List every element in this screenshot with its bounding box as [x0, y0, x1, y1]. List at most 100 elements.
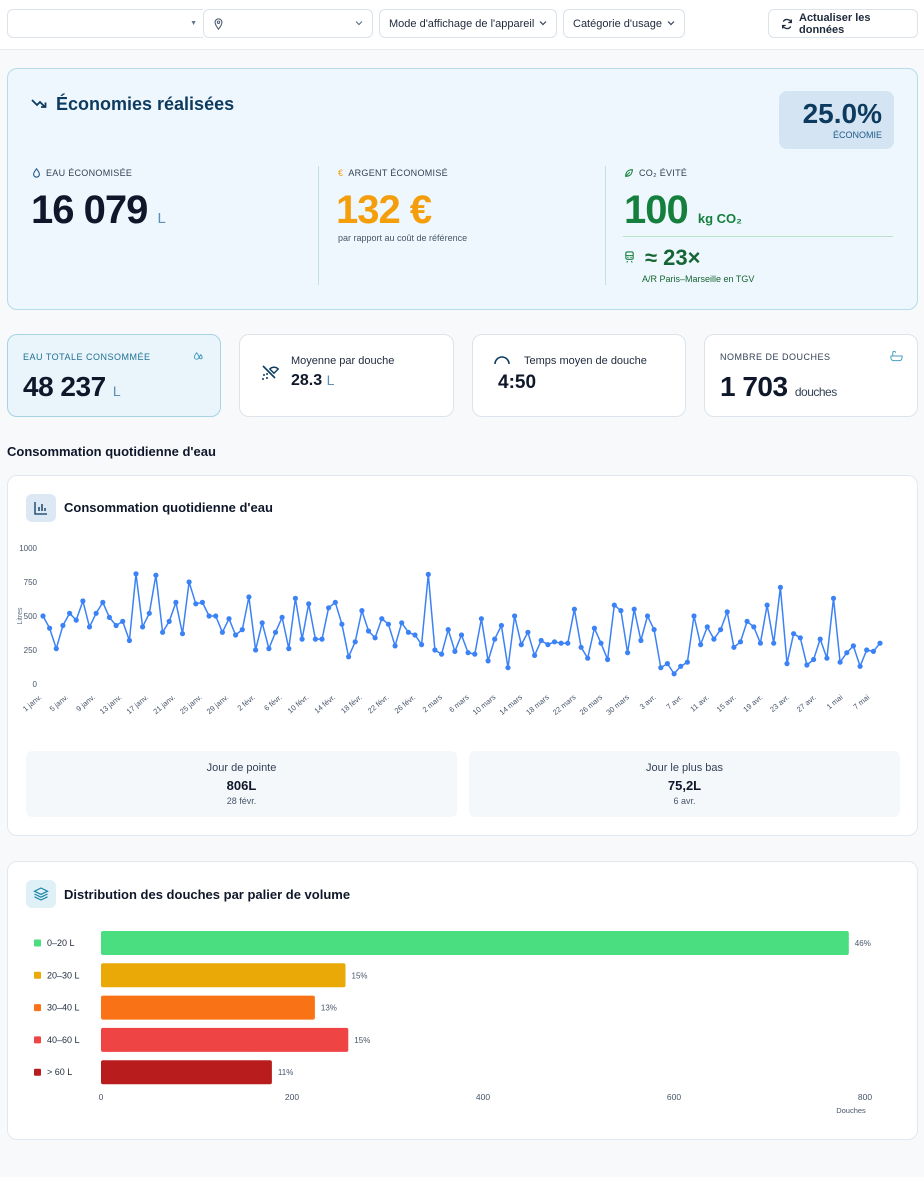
data-point[interactable] — [618, 608, 624, 614]
data-point[interactable] — [525, 629, 531, 635]
data-point[interactable] — [844, 650, 850, 656]
data-point[interactable] — [253, 647, 259, 653]
data-point[interactable] — [299, 636, 305, 642]
data-point[interactable] — [578, 644, 584, 650]
data-point[interactable] — [233, 632, 239, 638]
data-point[interactable] — [644, 613, 651, 619]
data-point[interactable] — [611, 602, 617, 608]
data-point[interactable] — [206, 613, 212, 619]
data-point[interactable] — [625, 650, 631, 656]
data-point[interactable] — [439, 651, 445, 657]
data-point[interactable] — [511, 613, 518, 619]
bar[interactable] — [101, 931, 849, 955]
data-point[interactable] — [312, 636, 318, 642]
data-point[interactable] — [306, 601, 312, 607]
data-point[interactable] — [93, 610, 99, 616]
data-point[interactable] — [724, 609, 730, 615]
data-point[interactable] — [591, 625, 598, 631]
data-point[interactable] — [538, 637, 544, 644]
data-point[interactable] — [266, 646, 272, 652]
data-point[interactable] — [472, 651, 478, 657]
data-point[interactable] — [684, 659, 691, 665]
data-point[interactable] — [292, 595, 298, 601]
data-point[interactable] — [272, 629, 279, 635]
usage-category-select[interactable]: Catégorie d'usage — [563, 9, 685, 38]
data-point[interactable] — [319, 636, 325, 642]
data-point[interactable] — [219, 629, 225, 635]
data-point[interactable] — [565, 640, 571, 646]
data-point[interactable] — [80, 598, 86, 604]
data-point[interactable] — [246, 594, 252, 600]
data-point[interactable] — [286, 646, 292, 652]
data-point[interactable] — [731, 644, 737, 650]
data-point[interactable] — [485, 658, 491, 664]
data-point[interactable] — [545, 642, 551, 648]
data-point[interactable] — [532, 652, 538, 658]
data-point[interactable] — [226, 616, 232, 622]
data-point[interactable] — [412, 632, 418, 638]
data-point[interactable] — [664, 661, 671, 667]
data-point[interactable] — [498, 622, 504, 629]
bar[interactable] — [101, 1060, 272, 1085]
data-point[interactable] — [678, 663, 684, 669]
data-point[interactable] — [53, 646, 59, 652]
data-point[interactable] — [213, 613, 219, 619]
data-point[interactable] — [585, 655, 591, 661]
data-point[interactable] — [651, 627, 657, 633]
data-point[interactable] — [399, 620, 405, 626]
data-point[interactable] — [857, 663, 863, 669]
data-point[interactable] — [791, 631, 797, 637]
data-point[interactable] — [40, 613, 46, 619]
data-point[interactable] — [518, 642, 524, 648]
data-point[interactable] — [571, 606, 578, 612]
data-point[interactable] — [505, 665, 511, 671]
data-point[interactable] — [804, 662, 810, 668]
data-point[interactable] — [392, 643, 398, 649]
data-point[interactable] — [339, 621, 345, 627]
data-point[interactable] — [445, 627, 451, 633]
data-point[interactable] — [346, 654, 352, 660]
bar[interactable] — [101, 995, 315, 1020]
data-point[interactable] — [757, 640, 764, 646]
data-point[interactable] — [830, 595, 837, 601]
data-point[interactable] — [60, 622, 66, 629]
data-point[interactable] — [106, 614, 112, 620]
data-point[interactable] — [173, 599, 179, 605]
data-point[interactable] — [425, 571, 431, 577]
data-point[interactable] — [837, 659, 843, 665]
data-point[interactable] — [239, 627, 245, 633]
data-point[interactable] — [67, 610, 73, 616]
data-point[interactable] — [332, 599, 338, 605]
data-point[interactable] — [551, 639, 558, 645]
bar[interactable] — [101, 1027, 349, 1052]
data-point[interactable] — [824, 655, 830, 661]
data-point[interactable] — [478, 616, 484, 622]
data-point[interactable] — [259, 620, 265, 626]
data-point[interactable] — [711, 636, 717, 642]
data-point[interactable] — [598, 640, 604, 646]
data-point[interactable] — [698, 642, 704, 648]
data-point[interactable] — [870, 648, 877, 654]
data-point[interactable] — [133, 571, 139, 577]
data-point[interactable] — [631, 606, 637, 612]
data-point[interactable] — [797, 635, 803, 641]
data-point[interactable] — [771, 640, 777, 646]
data-point[interactable] — [465, 650, 471, 656]
data-point[interactable] — [558, 640, 564, 646]
data-point[interactable] — [605, 656, 611, 663]
site-select[interactable]: ▼ — [7, 9, 203, 38]
data-point[interactable] — [279, 614, 285, 620]
data-point[interactable] — [193, 601, 199, 607]
data-point[interactable] — [47, 625, 53, 631]
data-point[interactable] — [877, 640, 883, 646]
data-point[interactable] — [704, 624, 710, 630]
data-point[interactable] — [186, 579, 192, 585]
data-point[interactable] — [405, 629, 411, 635]
bar[interactable] — [101, 963, 346, 988]
data-point[interactable] — [126, 637, 132, 644]
data-point[interactable] — [359, 608, 365, 614]
data-point[interactable] — [764, 602, 770, 608]
data-point[interactable] — [811, 656, 817, 663]
data-point[interactable] — [120, 618, 126, 624]
data-point[interactable] — [751, 624, 757, 630]
